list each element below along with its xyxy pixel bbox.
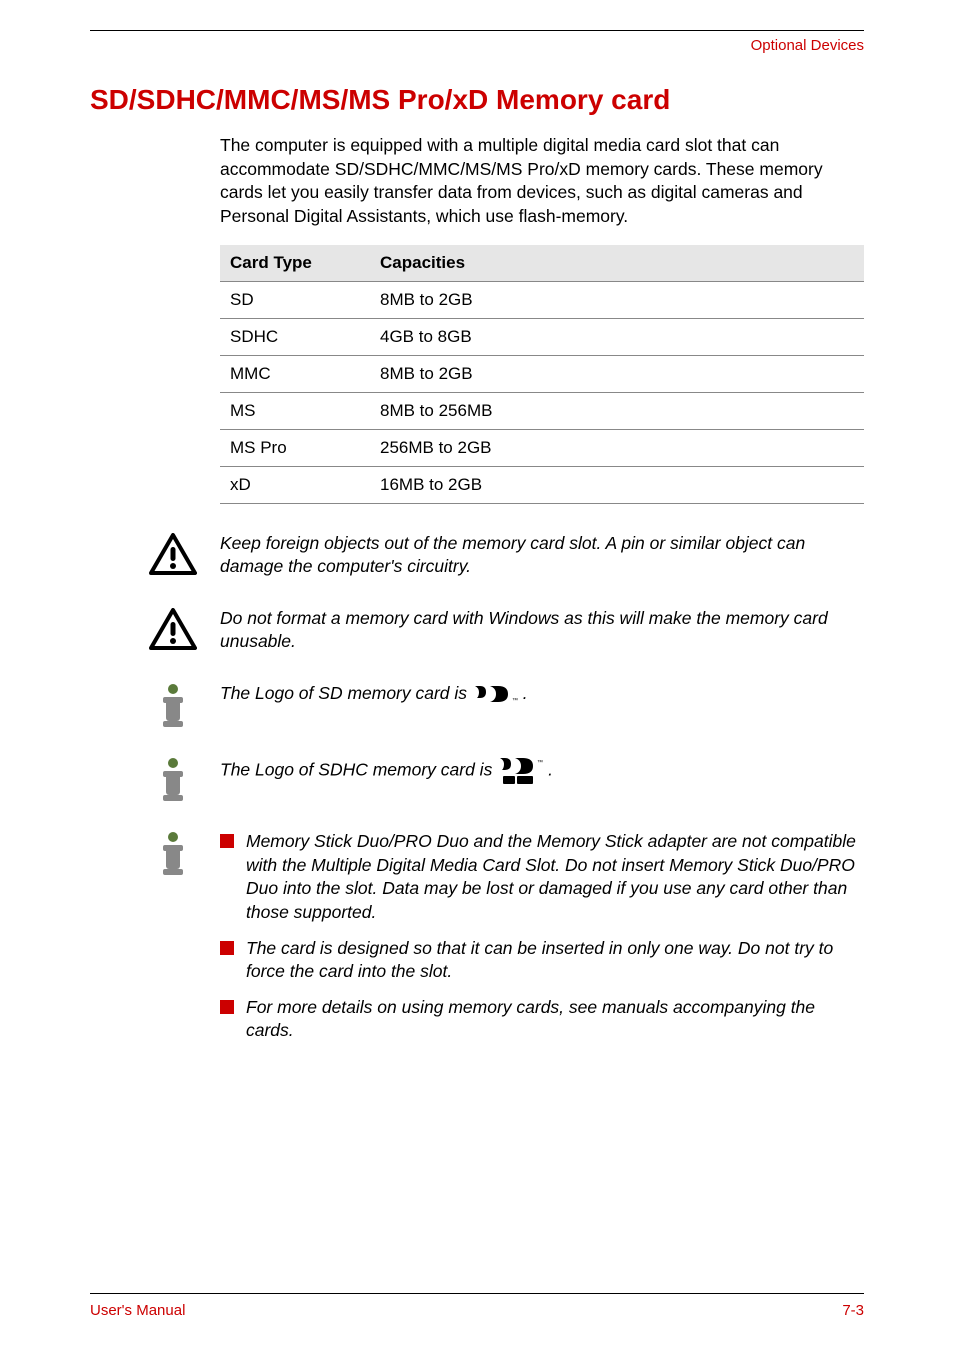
warning-triangle-icon (148, 532, 198, 578)
info-text-pre: The Logo of SD memory card is (220, 683, 472, 703)
info-bullet-list-wrap: Memory Stick Duo/PRO Duo and the Memory … (220, 830, 864, 1055)
cell-cap: 4GB to 8GB (370, 318, 864, 355)
table-row: SDHC4GB to 8GB (220, 318, 864, 355)
cell-type: SD (220, 281, 370, 318)
cell-cap: 8MB to 256MB (370, 392, 864, 429)
info-note: Memory Stick Duo/PRO Duo and the Memory … (220, 830, 864, 1055)
warning-note: Keep foreign objects out of the memory c… (220, 532, 864, 579)
table-row: MMC8MB to 2GB (220, 355, 864, 392)
cell-cap: 256MB to 2GB (370, 429, 864, 466)
info-note: The Logo of SD memory card is ™ . (220, 682, 864, 728)
sdhc-logo-icon: ™ (497, 756, 543, 786)
info-text: The Logo of SDHC memory card is ™ . (220, 756, 864, 786)
header-section-label: Optional Devices (90, 37, 864, 54)
table-row: SD8MB to 2GB (220, 281, 864, 318)
section-title: SD/SDHC/MMC/MS/MS Pro/xD Memory card (90, 84, 864, 116)
table-header-capacities: Capacities (370, 245, 864, 282)
warning-note: Do not format a memory card with Windows… (220, 607, 864, 654)
info-person-icon (148, 682, 198, 728)
header-rule (90, 30, 864, 31)
info-person-icon (148, 756, 198, 802)
table-row: MS Pro256MB to 2GB (220, 429, 864, 466)
list-item: The card is designed so that it can be i… (220, 937, 864, 984)
list-item: For more details on using memory cards, … (220, 996, 864, 1043)
info-text-post: . (523, 683, 528, 703)
intro-paragraph: The computer is equipped with a multiple… (220, 134, 864, 229)
warning-triangle-icon (148, 607, 198, 653)
info-text-pre: The Logo of SDHC memory card is (220, 760, 497, 780)
cell-type: SDHC (220, 318, 370, 355)
table-header-type: Card Type (220, 245, 370, 282)
cell-cap: 8MB to 2GB (370, 355, 864, 392)
footer-right: 7-3 (842, 1302, 864, 1319)
info-text-post: . (548, 760, 553, 780)
bullet-list: Memory Stick Duo/PRO Duo and the Memory … (220, 830, 864, 1043)
list-item: Memory Stick Duo/PRO Duo and the Memory … (220, 830, 864, 925)
cell-type: MS Pro (220, 429, 370, 466)
warning-text: Keep foreign objects out of the memory c… (220, 532, 864, 579)
svg-text:™: ™ (512, 697, 518, 704)
footer-left: User's Manual (90, 1302, 185, 1319)
svg-text:™: ™ (537, 759, 543, 766)
table-row: MS8MB to 256MB (220, 392, 864, 429)
capacity-table: Card Type Capacities SD8MB to 2GB SDHC4G… (220, 245, 864, 504)
info-note: The Logo of SDHC memory card is ™ . (220, 756, 864, 802)
cell-type: MMC (220, 355, 370, 392)
info-person-icon (148, 830, 198, 876)
cell-type: xD (220, 466, 370, 503)
info-text: The Logo of SD memory card is ™ . (220, 682, 864, 706)
cell-cap: 8MB to 2GB (370, 281, 864, 318)
page-footer: User's Manual 7-3 (90, 1293, 864, 1319)
table-row: xD16MB to 2GB (220, 466, 864, 503)
sd-logo-icon: ™ (472, 684, 518, 704)
cell-type: MS (220, 392, 370, 429)
warning-text: Do not format a memory card with Windows… (220, 607, 864, 654)
cell-cap: 16MB to 2GB (370, 466, 864, 503)
